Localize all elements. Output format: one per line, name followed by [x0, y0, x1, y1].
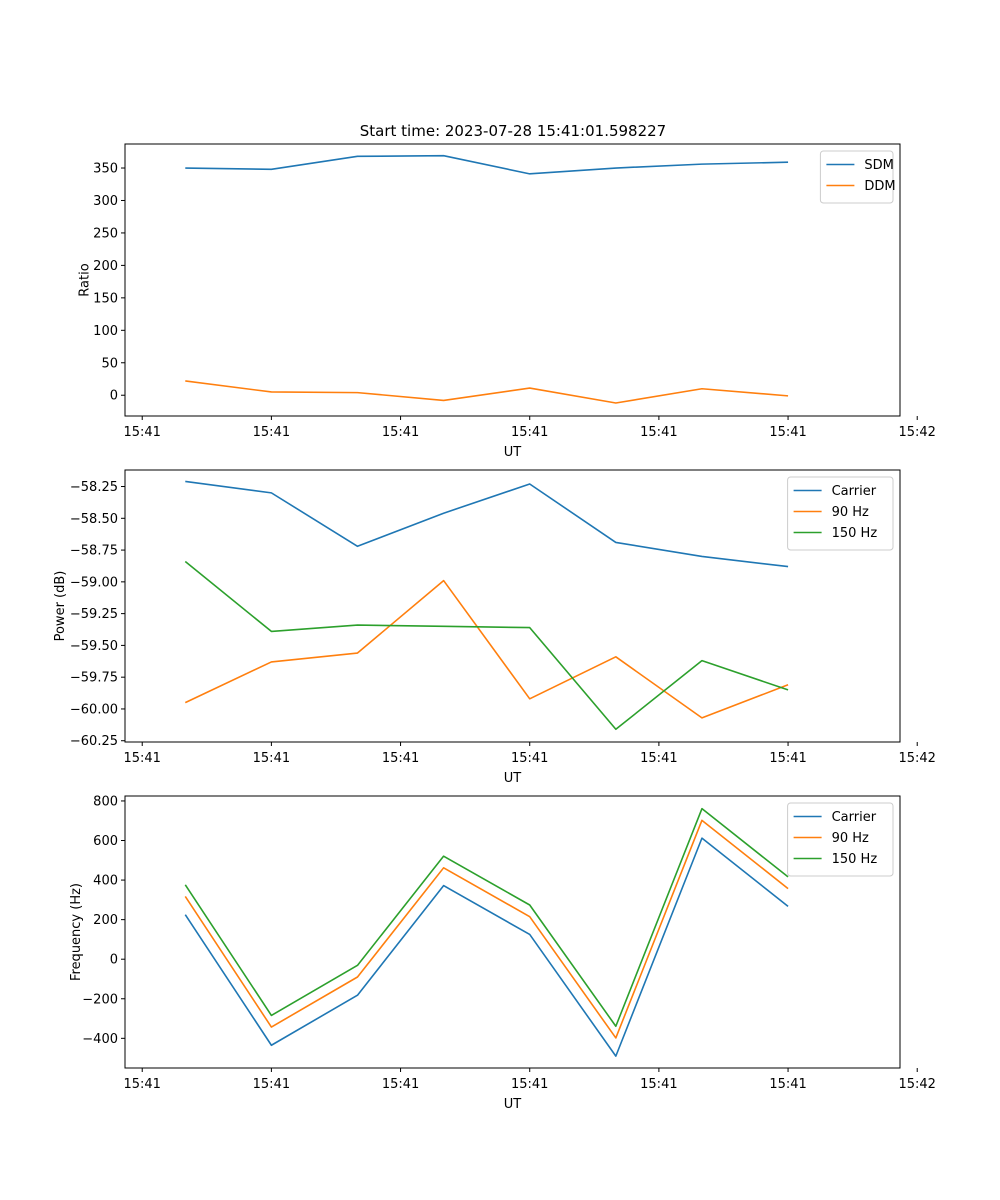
power-db-y-axis-label: Power (dB): [53, 571, 68, 642]
frequency-hz-x-axis-label: UT: [504, 1097, 522, 1112]
power-db-x-tick-label: 15:41: [253, 751, 290, 766]
frequency-hz-x-tick-label: 15:41: [382, 1077, 419, 1092]
power-db-x-tick-label: 15:41: [511, 751, 548, 766]
power-db-y-tick-label: −59.75: [70, 671, 118, 686]
power-db-legend: Carrier 90 Hz 150 Hz: [788, 477, 893, 550]
frequency-hz-y-axis-label: Frequency (Hz): [69, 883, 84, 981]
ratio-y-axis-label: Ratio: [77, 263, 92, 296]
power-db-x-tick-label: 15:41: [769, 751, 806, 766]
ratio-legend-label-sdm: SDM: [864, 158, 893, 173]
power-db-y-tick-label: −58.25: [70, 480, 118, 495]
ratio-y-tick-label: 50: [101, 356, 118, 371]
power-db-legend-label-carrier: Carrier: [832, 484, 877, 499]
ratio-y-tick-label: 0: [110, 389, 118, 404]
ratio-x-tick-label: 15:41: [769, 425, 806, 440]
ratio-y-tick-label: 250: [93, 226, 118, 241]
frequency-hz-y-tick-label: −200: [82, 992, 118, 1007]
power-db-x-tick-label: 15:41: [123, 751, 160, 766]
frequency-hz-y-tick-label: 200: [93, 913, 118, 928]
ratio-legend: SDM DDM: [820, 151, 895, 203]
power-db-legend-label-90-hz: 90 Hz: [832, 505, 869, 520]
frequency-hz-x-tick-label: 15:42: [898, 1077, 935, 1092]
power-db-y-tick-label: −60.25: [70, 734, 118, 749]
ratio-x-tick-label: 15:41: [382, 425, 419, 440]
ratio-x-tick-label: 15:41: [123, 425, 160, 440]
power-db-y-tick-label: −60.00: [70, 702, 118, 717]
frequency-hz-y-tick-label: 600: [93, 834, 118, 849]
figure-title: Start time: 2023-07-28 15:41:01.598227: [360, 122, 666, 140]
ratio-y-tick-label: 200: [93, 259, 118, 274]
ratio-legend-label-ddm: DDM: [864, 179, 895, 194]
frequency-hz-x-tick-label: 15:41: [511, 1077, 548, 1092]
frequency-hz-x-tick-label: 15:41: [123, 1077, 160, 1092]
frequency-hz-legend-label-90-hz: 90 Hz: [832, 831, 869, 846]
power-db-x-tick-label: 15:41: [382, 751, 419, 766]
power-db-x-tick-label: 15:42: [898, 751, 935, 766]
ratio-y-tick-label: 100: [93, 324, 118, 339]
frequency-hz-y-tick-label: 400: [93, 874, 118, 889]
frequency-hz-x-tick-label: 15:41: [769, 1077, 806, 1092]
frequency-hz-legend: Carrier 90 Hz 150 Hz: [788, 803, 893, 876]
power-db-x-tick-label: 15:41: [640, 751, 677, 766]
frequency-hz-y-tick-label: 0: [110, 953, 118, 968]
frequency-hz-legend-label-150-hz: 150 Hz: [832, 852, 878, 867]
power-db-legend-label-150-hz: 150 Hz: [832, 526, 878, 541]
ratio-y-tick-label: 150: [93, 291, 118, 306]
ratio-y-tick-label: 300: [93, 194, 118, 209]
frequency-hz-x-tick-label: 15:41: [640, 1077, 677, 1092]
ratio-x-axis-label: UT: [504, 445, 522, 460]
power-db-y-tick-label: −59.00: [70, 575, 118, 590]
ratio-x-tick-label: 15:41: [511, 425, 548, 440]
ratio-x-tick-label: 15:41: [253, 425, 290, 440]
frequency-hz-y-tick-label: −400: [82, 1032, 118, 1047]
power-db-y-tick-label: −58.50: [70, 512, 118, 527]
ratio-x-tick-label: 15:41: [640, 425, 677, 440]
ratio-y-tick-label: 350: [93, 162, 118, 177]
power-db-x-axis-label: UT: [504, 771, 522, 786]
frequency-hz-legend-label-carrier: Carrier: [832, 810, 877, 825]
ratio-x-tick-label: 15:42: [898, 425, 935, 440]
power-db-y-tick-label: −58.75: [70, 544, 118, 559]
figure: Start time: 2023-07-28 15:41:01.598227 1…: [0, 0, 1000, 1200]
frequency-hz-x-tick-label: 15:41: [253, 1077, 290, 1092]
power-db-y-tick-label: −59.25: [70, 607, 118, 622]
frequency-hz-y-tick-label: 800: [93, 794, 118, 809]
power-db-y-tick-label: −59.50: [70, 639, 118, 654]
